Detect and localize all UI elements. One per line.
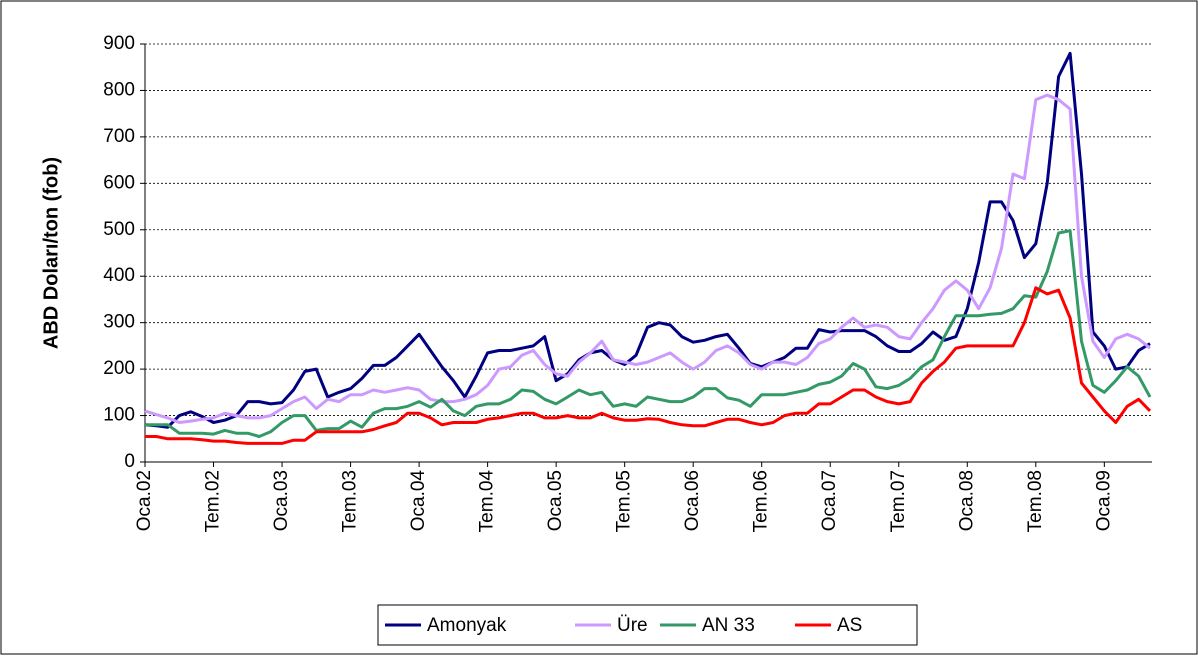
x-tick-label: Oca.04 xyxy=(408,470,429,532)
legend-label: Üre xyxy=(617,615,648,636)
series-line xyxy=(145,229,1152,438)
x-tick-label: Oca.02 xyxy=(134,470,155,531)
legend-label: AN 33 xyxy=(702,615,755,636)
x-tick-label: Tem.06 xyxy=(751,470,772,532)
y-tick-label: 100 xyxy=(103,405,135,426)
y-tick-label: 700 xyxy=(103,126,135,147)
y-tick-label: 0 xyxy=(124,451,135,472)
legend-label: AS xyxy=(837,615,862,636)
x-tick-label: Tem.07 xyxy=(888,470,909,532)
x-tick-label: Oca.09 xyxy=(1093,470,1114,531)
y-tick-label: 300 xyxy=(103,312,135,333)
x-tick-label: Tem.03 xyxy=(340,470,361,532)
x-tick-label: Oca.06 xyxy=(682,470,703,531)
x-tick-label: Oca.08 xyxy=(956,470,977,531)
y-tick-label: 500 xyxy=(103,219,135,240)
x-tick-label: Tem.08 xyxy=(1025,470,1046,532)
series-line xyxy=(144,93,1151,424)
y-tick-label: 800 xyxy=(103,79,135,100)
x-tick-label: Tem.05 xyxy=(614,470,635,532)
x-tick-label: Tem.02 xyxy=(203,470,224,532)
x-tick-label: Tem.04 xyxy=(477,470,498,533)
x-tick-label: Oca.07 xyxy=(819,470,840,531)
y-tick-label: 200 xyxy=(103,358,135,379)
y-tick-label: 900 xyxy=(103,33,135,54)
y-tick-label: 600 xyxy=(103,172,135,193)
y-tick-label: 400 xyxy=(103,265,135,286)
x-tick-label: Oca.05 xyxy=(545,470,566,531)
series-line xyxy=(145,286,1152,445)
legend-label: Amonyak xyxy=(427,615,507,636)
series-line xyxy=(144,51,1151,429)
y-axis-label: ABD Doları/ton (fob) xyxy=(40,157,62,349)
x-tick-label: Oca.03 xyxy=(271,470,292,531)
